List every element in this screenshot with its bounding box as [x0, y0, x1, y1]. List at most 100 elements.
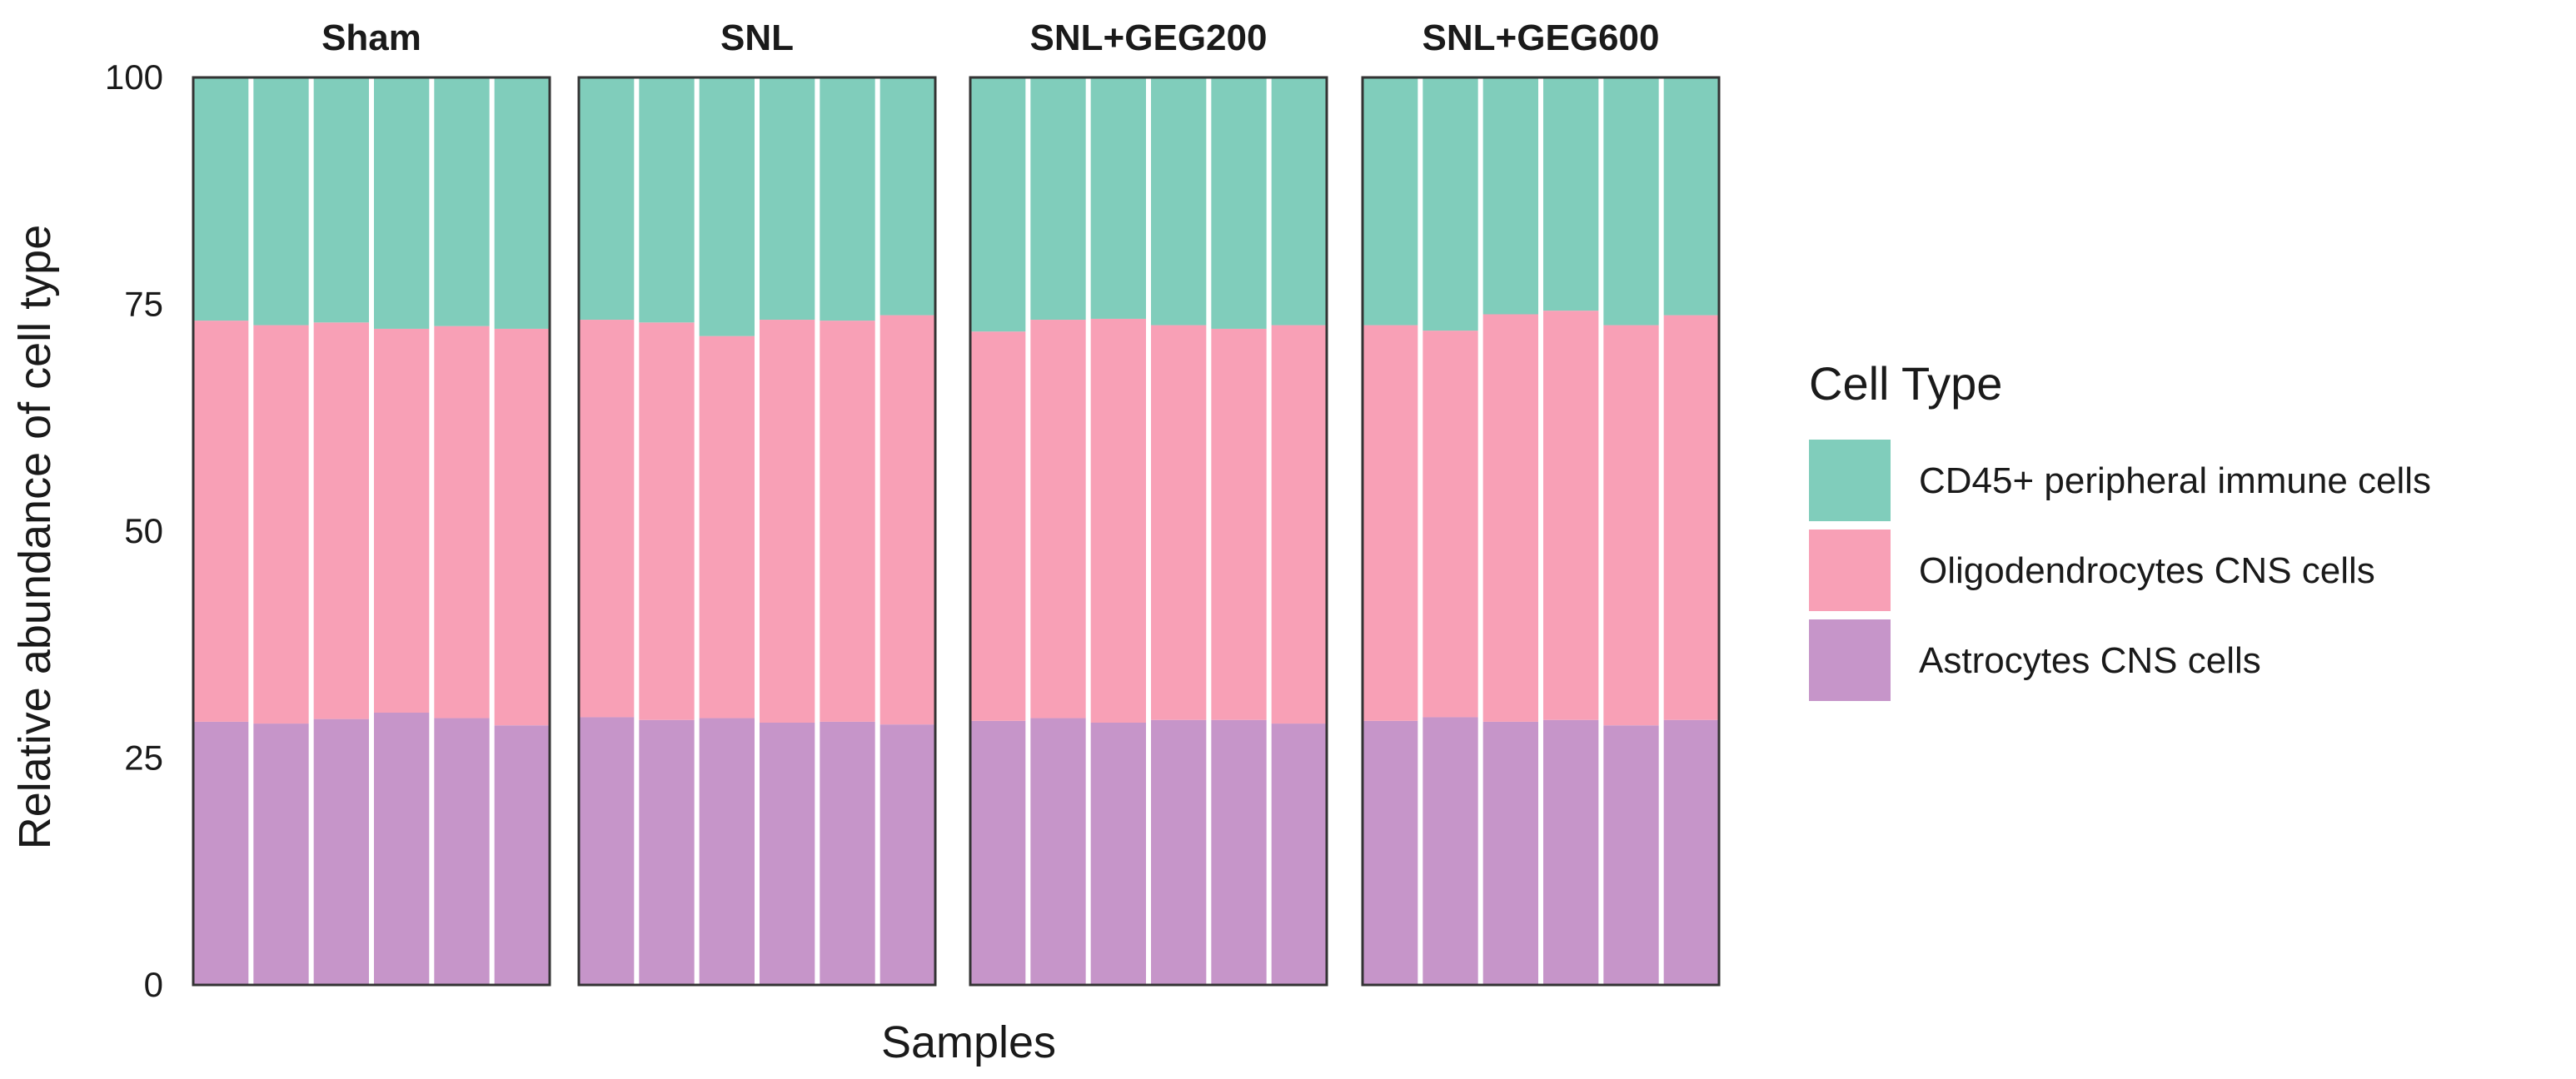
bar-segment-astrocytes [193, 721, 249, 985]
bar-segment-cd45-immune [760, 77, 815, 321]
bar-segment-oligodendrocytes [253, 325, 309, 724]
y-axis-title: Relative abundance of cell type [10, 225, 60, 850]
facet-title: SNL [720, 17, 794, 58]
bar-segment-oligodendrocytes [1543, 311, 1599, 720]
bar-segment-cd45-immune [1271, 77, 1327, 326]
bar-segment-oligodendrocytes [820, 321, 875, 722]
bar-segment-oligodendrocytes [494, 328, 550, 726]
bar-segment-oligodendrocytes [1423, 331, 1478, 718]
bar-segment-astrocytes [699, 718, 755, 985]
bar-segment-astrocytes [434, 718, 490, 985]
bar-segment-astrocytes [879, 724, 935, 985]
bar-segment-oligodendrocytes [1482, 314, 1538, 722]
bar-segment-cd45-immune [820, 77, 875, 321]
bar-segment-cd45-immune [1363, 77, 1418, 326]
bar-segment-cd45-immune [639, 77, 695, 323]
bar-segment-cd45-immune [253, 77, 309, 326]
bar-segment-oligodendrocytes [1271, 325, 1327, 724]
bar-segment-oligodendrocytes [313, 322, 369, 719]
bar-segment-cd45-immune [970, 77, 1026, 332]
bar-segment-oligodendrocytes [374, 328, 430, 713]
bar-segment-cd45-immune [1090, 77, 1146, 319]
bar-segment-cd45-immune [1423, 77, 1478, 331]
bar-segment-cd45-immune [1211, 77, 1267, 329]
bar-segment-cd45-immune [1543, 77, 1599, 311]
bar-segment-cd45-immune [879, 77, 935, 316]
facet-title: Sham [321, 17, 421, 58]
panel-border [192, 76, 551, 987]
panel-border [1361, 76, 1721, 987]
facet-title: SNL+GEG600 [1423, 17, 1660, 58]
bar-segment-cd45-immune [313, 77, 369, 323]
bar-segment-oligodendrocytes [434, 326, 490, 719]
bar-segment-astrocytes [374, 713, 430, 985]
bar-segment-oligodendrocytes [760, 320, 815, 723]
legend-title: Cell Type [1809, 357, 2002, 410]
bar-segment-cd45-immune [193, 77, 249, 321]
bar-segment-astrocytes [1090, 722, 1146, 985]
legend-label: CD45+ peripheral immune cells [1919, 460, 2431, 501]
legend-label: Astrocytes CNS cells [1919, 640, 2261, 681]
panel-border [969, 76, 1328, 987]
facet-panel: SNL [577, 17, 937, 987]
y-axis: 0 25 50 75 100 [105, 57, 163, 1004]
facet-panel: Sham [192, 17, 551, 987]
facet-title: SNL+GEG200 [1030, 17, 1268, 58]
bar-segment-oligodendrocytes [1363, 325, 1418, 721]
bar-segment-cd45-immune [434, 77, 490, 326]
bar-segment-oligodendrocytes [193, 321, 249, 722]
y-tick-label: 25 [124, 738, 163, 778]
bar-segment-oligodendrocytes [1090, 318, 1146, 723]
bar-segment-cd45-immune [1663, 77, 1719, 316]
bar-segment-cd45-immune [1482, 77, 1538, 315]
bar-segment-astrocytes [760, 722, 815, 985]
bar-segment-astrocytes [1663, 719, 1719, 985]
facet-panels: Sham SNL SNL+GEG200 SNL+GEG600 [192, 17, 1721, 987]
bar-segment-astrocytes [1211, 719, 1267, 985]
panel-border [577, 76, 937, 987]
bar-segment-oligodendrocytes [579, 320, 635, 718]
legend-key [1809, 619, 1891, 701]
facet-panel: SNL+GEG200 [969, 17, 1328, 987]
legend-key [1809, 530, 1891, 611]
y-tick-label: 100 [105, 57, 163, 97]
bar-segment-cd45-immune [1030, 77, 1086, 321]
bar-segment-astrocytes [639, 719, 695, 985]
legend-label: Oligodendrocytes CNS cells [1919, 550, 2375, 591]
facet-panel: SNL+GEG600 [1361, 17, 1721, 987]
y-tick-label: 50 [124, 511, 163, 550]
x-axis-title: Samples [881, 1017, 1056, 1067]
bar-segment-astrocytes [1030, 718, 1086, 985]
legend-key [1809, 440, 1891, 521]
bar-segment-astrocytes [1543, 719, 1599, 985]
bar-segment-astrocytes [820, 721, 875, 985]
bar-segment-cd45-immune [494, 77, 550, 329]
bar-segment-oligodendrocytes [639, 322, 695, 720]
bar-segment-oligodendrocytes [1603, 325, 1659, 726]
bar-segment-astrocytes [1363, 720, 1418, 985]
y-tick-label: 0 [144, 965, 163, 1004]
bar-segment-cd45-immune [579, 77, 635, 321]
bar-segment-astrocytes [313, 719, 369, 985]
bar-segment-cd45-immune [1603, 77, 1659, 326]
bar-segment-astrocytes [494, 725, 550, 985]
bar-segment-cd45-immune [374, 77, 430, 329]
y-tick-label: 75 [124, 285, 163, 324]
bar-segment-cd45-immune [699, 77, 755, 336]
bar-segment-astrocytes [1423, 717, 1478, 985]
bar-segment-astrocytes [1271, 723, 1327, 985]
bar-segment-astrocytes [253, 723, 309, 985]
legend: Cell Type CD45+ peripheral immune cells O… [1809, 357, 2431, 701]
bar-segment-astrocytes [1482, 721, 1538, 985]
bar-segment-astrocytes [1151, 719, 1207, 985]
bar-segment-astrocytes [970, 720, 1026, 985]
bar-segment-oligodendrocytes [879, 315, 935, 725]
bar-segment-oligodendrocytes [1151, 325, 1207, 720]
bar-segment-oligodendrocytes [1030, 320, 1086, 719]
bar-segment-astrocytes [579, 717, 635, 985]
bar-segment-oligodendrocytes [699, 336, 755, 719]
bar-segment-cd45-immune [1151, 77, 1207, 326]
bar-segment-oligodendrocytes [970, 331, 1026, 721]
bar-segment-astrocytes [1603, 725, 1659, 985]
